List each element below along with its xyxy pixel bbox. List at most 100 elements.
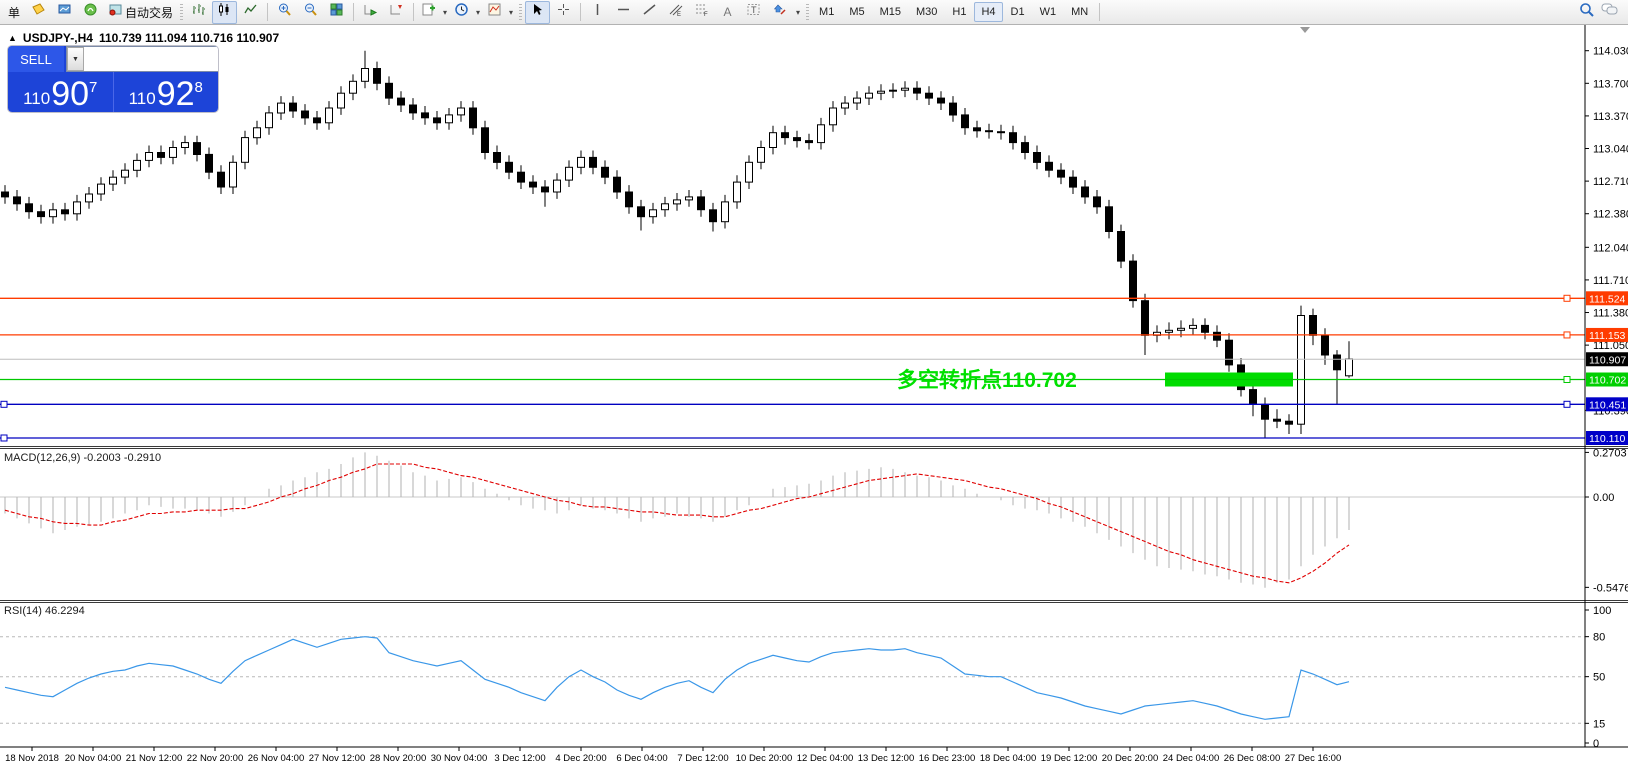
autotrading-button[interactable]: 自动交易 xyxy=(104,1,177,24)
date-tick-label: 4 Dec 20:00 xyxy=(555,753,606,764)
date-tick-label: 18 Dec 04:00 xyxy=(980,753,1037,764)
collapse-panel-toggle[interactable]: ▲ xyxy=(8,33,17,43)
price-badge-label: 110.907 xyxy=(1589,354,1626,366)
level-line-handle[interactable] xyxy=(1563,331,1571,339)
timeframe-mn-button[interactable]: MN xyxy=(1071,6,1089,18)
price-badge-label: 111.153 xyxy=(1589,330,1626,342)
periods-dropdown-arrow[interactable]: ▾ xyxy=(476,7,481,17)
toolbar-separator xyxy=(267,3,269,21)
scroll-position-marker[interactable] xyxy=(1300,27,1310,33)
price-badge-110.451 xyxy=(1586,397,1628,412)
macd-histogram xyxy=(4,452,1350,588)
timeframe-h1-button[interactable]: H1 xyxy=(952,6,967,18)
arrows-tool-button[interactable] xyxy=(767,1,792,24)
text-label-tool-button[interactable]: T xyxy=(741,1,766,24)
date-tick-label: 26 Dec 08:00 xyxy=(1224,753,1281,764)
level-line-handle[interactable] xyxy=(1563,294,1571,302)
level-lines xyxy=(0,294,1585,442)
chart-ohlc-readout: 110.739 111.094 110.716 110.907 xyxy=(98,31,280,45)
toolbar-grip xyxy=(519,4,523,20)
price-badge-110.110 xyxy=(1586,430,1628,445)
price-badge-110.702 xyxy=(1586,372,1628,387)
timeframe-h4-button[interactable]: H4 xyxy=(974,2,1003,22)
fibonacci-icon: F xyxy=(694,2,709,22)
orders-icon xyxy=(31,2,46,22)
sell-price-main: 90 xyxy=(51,75,90,112)
sell-price[interactable]: 110 90 7 xyxy=(8,72,113,112)
volume-decrease-button[interactable]: ▼ xyxy=(67,47,84,71)
horizontal-line-tool-button[interactable] xyxy=(611,1,636,24)
buy-price-pip: 8 xyxy=(194,79,203,96)
line-chart-icon xyxy=(243,2,258,22)
new-order-button[interactable]: 单 xyxy=(3,1,25,24)
annotation-text[interactable]: 多空转折点110.702 xyxy=(897,368,1077,392)
volume-input[interactable] xyxy=(84,47,218,71)
cursor-tool-button[interactable] xyxy=(525,0,551,24)
bar-chart-mode-button[interactable] xyxy=(186,1,211,24)
chat-icon[interactable] xyxy=(1601,2,1619,22)
price-tick-label: 111.050 xyxy=(1593,340,1628,352)
trendline-tool-button[interactable] xyxy=(637,1,662,24)
date-tick-label: 6 Dec 04:00 xyxy=(616,753,667,764)
zoom-out-button[interactable] xyxy=(298,1,323,24)
search-icon[interactable] xyxy=(1579,2,1595,23)
date-axis[interactable]: 18 Nov 2018 20 Nov 04:00 21 Nov 12:00 22 No… xyxy=(5,747,1341,764)
tile-windows-button[interactable] xyxy=(324,1,349,24)
date-tick-label: 19 Dec 12:00 xyxy=(1041,753,1098,764)
rsi-tick-label: 0 xyxy=(1593,738,1599,750)
price-tick-label: 112.710 xyxy=(1593,176,1628,188)
orders-button[interactable] xyxy=(26,1,51,24)
timeframe-m15-button[interactable]: M15 xyxy=(879,6,901,18)
indicators-button[interactable] xyxy=(418,1,439,24)
macd-indicator-label: MACD(12,26,9) -0.2003 -0.2910 xyxy=(4,452,162,464)
price-badge-110.907 xyxy=(1586,352,1628,367)
level-line-handle[interactable] xyxy=(1563,376,1571,384)
timeframe-m5-button[interactable]: M5 xyxy=(849,6,865,18)
text-tool-button[interactable]: A xyxy=(715,1,740,24)
timeframe-m1-button[interactable]: M1 xyxy=(819,6,835,18)
date-tick-label: 21 Nov 12:00 xyxy=(126,753,183,764)
auto-scroll-button[interactable] xyxy=(358,1,383,24)
price-tick-label: 111.710 xyxy=(1593,275,1628,287)
channel-icon: E xyxy=(668,2,683,22)
timeframe-w1-button[interactable]: W1 xyxy=(1039,6,1057,18)
periods-button[interactable] xyxy=(451,1,472,24)
navigator-icon xyxy=(83,2,98,22)
line-chart-mode-button[interactable] xyxy=(238,1,263,24)
templates-button[interactable] xyxy=(484,1,505,24)
zoom-in-button[interactable] xyxy=(272,1,297,24)
buy-price[interactable]: 110 92 8 xyxy=(112,72,219,112)
level-line-handle[interactable] xyxy=(0,434,8,442)
indicators-icon xyxy=(421,2,436,22)
toolbar-separator xyxy=(413,3,415,21)
market-watch-button[interactable] xyxy=(52,1,77,24)
toolbar-separator xyxy=(580,3,582,21)
rsi-pane xyxy=(0,636,1585,724)
one-click-order-row: SELL ▼ ▲ BUY xyxy=(8,46,218,72)
sell-button[interactable]: SELL xyxy=(8,46,64,72)
trendline-icon xyxy=(642,2,657,22)
date-tick-label: 26 Nov 04:00 xyxy=(248,753,305,764)
macd-tick-label: -0.5476 xyxy=(1593,582,1628,594)
candlestick-mode-button[interactable] xyxy=(212,0,238,24)
indicators-dropdown-arrow[interactable]: ▾ xyxy=(443,7,448,17)
level-line-handle[interactable] xyxy=(1563,400,1571,408)
navigator-button[interactable] xyxy=(78,1,103,24)
toolbar-separator xyxy=(1099,3,1101,21)
date-tick-label: 7 Dec 12:00 xyxy=(677,753,728,764)
chart-shift-button[interactable] xyxy=(384,1,409,24)
price-axis[interactable]: 114.030 113.700 113.370 113.040 112.710 112.3… xyxy=(1584,25,1628,750)
timeframe-d1-button[interactable]: D1 xyxy=(1010,6,1025,18)
channel-tool-button[interactable]: E xyxy=(663,1,688,24)
timeframe-m30-button[interactable]: M30 xyxy=(916,6,938,18)
templates-dropdown-arrow[interactable]: ▾ xyxy=(509,7,514,17)
fibonacci-tool-button[interactable]: F xyxy=(689,1,714,24)
date-tick-label: 20 Nov 04:00 xyxy=(65,753,122,764)
vertical-line-tool-button[interactable] xyxy=(585,1,610,24)
crosshair-tool-button[interactable] xyxy=(551,1,576,24)
level-line-handle[interactable] xyxy=(0,400,8,408)
date-tick-label: 18 Nov 2018 xyxy=(5,753,59,764)
arrows-dropdown-arrow[interactable]: ▾ xyxy=(796,7,801,17)
date-tick-label: 16 Dec 23:00 xyxy=(919,753,976,764)
